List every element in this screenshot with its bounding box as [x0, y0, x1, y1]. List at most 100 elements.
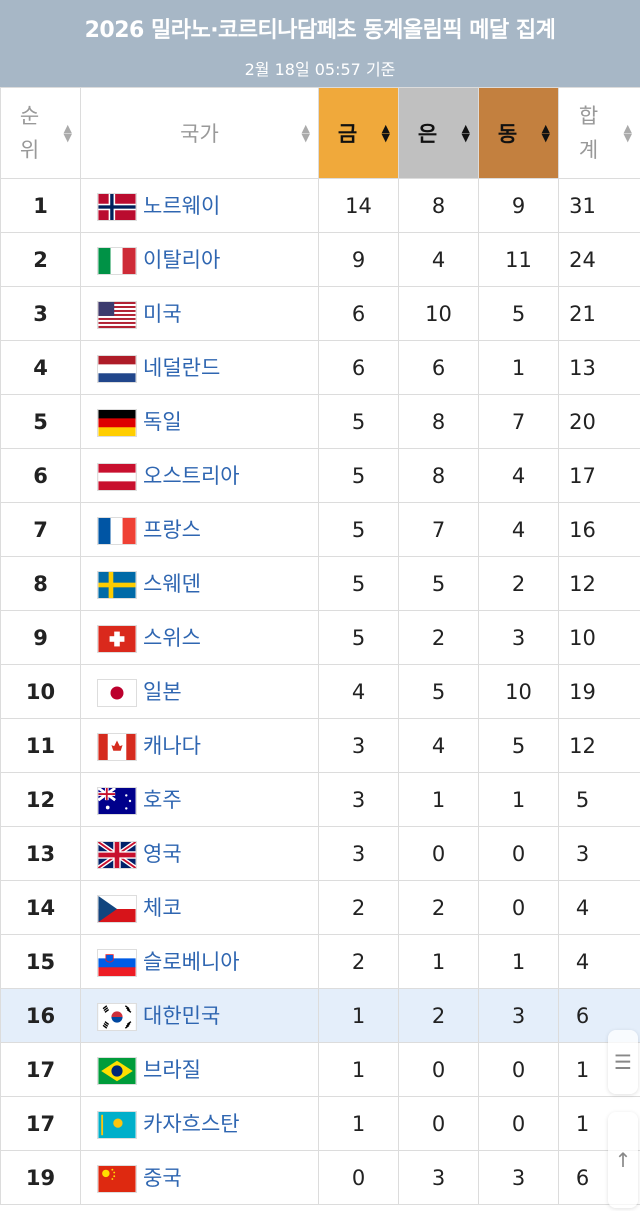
sort-bronze-header[interactable]: 동 ▲ ▼: [478, 87, 559, 179]
total-cell: 10: [558, 610, 640, 665]
china-flag-icon: [97, 1165, 137, 1193]
table-row: 8 스웨덴 5 5 2 12: [0, 556, 640, 611]
gold-cell: 2: [318, 880, 399, 935]
japan-flag-icon: [97, 679, 137, 707]
country-cell: 스위스: [80, 610, 319, 665]
country-link[interactable]: 이탈리아: [143, 248, 221, 272]
sort-silver-header[interactable]: 은 ▲ ▼: [398, 87, 479, 179]
rank-cell: 2: [0, 232, 81, 287]
country-link[interactable]: 독일: [143, 410, 182, 434]
bronze-cell: 5: [478, 718, 559, 773]
silver-cell: 5: [398, 556, 479, 611]
rank-cell: 10: [0, 664, 81, 719]
total-cell: 13: [558, 340, 640, 395]
scroll-top-button[interactable]: ↑: [608, 1112, 638, 1208]
rank-cell: 11: [0, 718, 81, 773]
country-link[interactable]: 슬로베니아: [143, 950, 240, 974]
switzerland-flag-icon: [97, 625, 137, 653]
gold-cell: 1: [318, 1096, 399, 1151]
country-link[interactable]: 캐나다: [143, 734, 201, 758]
silver-cell: 10: [398, 286, 479, 341]
gold-cell: 4: [318, 664, 399, 719]
bronze-cell: 0: [478, 826, 559, 881]
table-row: 6 오스트리아 5 8 4 17: [0, 448, 640, 503]
country-link[interactable]: 네덜란드: [143, 356, 221, 380]
gold-cell: 5: [318, 556, 399, 611]
country-link[interactable]: 브라질: [143, 1058, 201, 1082]
sort-country-header[interactable]: 국가 ▲ ▼: [80, 87, 319, 179]
country-link[interactable]: 스웨덴: [143, 572, 201, 596]
table-row: 16 대한민국 1 2 3 6: [0, 988, 640, 1043]
silver-cell: 1: [398, 934, 479, 989]
table-row: 9 스위스 5 2 3 10: [0, 610, 640, 665]
sort-gold-header[interactable]: 금 ▲ ▼: [318, 87, 399, 179]
silver-cell: 7: [398, 502, 479, 557]
country-link[interactable]: 카자흐스탄: [143, 1112, 240, 1136]
silver-cell: 4: [398, 232, 479, 287]
bronze-cell: 4: [478, 502, 559, 557]
country-cell: 슬로베니아: [80, 934, 319, 989]
country-header-label: 국가: [180, 122, 219, 146]
country-link[interactable]: 대한민국: [143, 1004, 221, 1028]
sort-rank-header[interactable]: 순 위 ▲ ▼: [0, 87, 81, 179]
country-link[interactable]: 미국: [143, 302, 182, 326]
country-cell: 중국: [80, 1150, 319, 1205]
gold-cell: 3: [318, 826, 399, 881]
sort-icon: ▲ ▼: [541, 122, 550, 144]
country-cell: 오스트리아: [80, 448, 319, 503]
total-cell: 3: [558, 826, 640, 881]
table-row: 10 일본 4 5 10 19: [0, 664, 640, 719]
country-link[interactable]: 중국: [143, 1166, 182, 1190]
silver-cell: 8: [398, 448, 479, 503]
silver-cell: 0: [398, 1042, 479, 1097]
total-cell: 24: [558, 232, 640, 287]
sweden-flag-icon: [97, 571, 137, 599]
page-title: 2026 밀라노·코르티나담페초 동계올림픽 메달 집계: [84, 18, 556, 43]
country-link[interactable]: 영국: [143, 842, 182, 866]
silver-cell: 1: [398, 772, 479, 827]
country-cell: 프랑스: [80, 502, 319, 557]
table-row: 4 네덜란드 6 6 1 13: [0, 340, 640, 395]
silver-cell: 0: [398, 1096, 479, 1151]
bronze-cell: 3: [478, 610, 559, 665]
country-cell: 호주: [80, 772, 319, 827]
sort-total-header[interactable]: 합 계 ▲ ▼: [558, 87, 640, 179]
arrow-up-icon: ↑: [614, 1148, 632, 1172]
bronze-cell: 7: [478, 394, 559, 449]
bronze-cell: 2: [478, 556, 559, 611]
country-link[interactable]: 스위스: [143, 626, 201, 650]
sort-icon: ▲ ▼: [381, 122, 390, 144]
bronze-cell: 1: [478, 934, 559, 989]
total-header-label: 합 계: [578, 104, 599, 162]
country-link[interactable]: 호주: [143, 788, 182, 812]
silver-cell: 2: [398, 880, 479, 935]
country-link[interactable]: 일본: [143, 680, 182, 704]
total-cell: 5: [558, 772, 640, 827]
total-cell: 20: [558, 394, 640, 449]
country-link[interactable]: 노르웨이: [143, 194, 221, 218]
country-cell: 미국: [80, 286, 319, 341]
country-link[interactable]: 오스트리아: [143, 464, 240, 488]
total-cell: 12: [558, 718, 640, 773]
total-cell: 4: [558, 934, 640, 989]
gold-cell: 6: [318, 286, 399, 341]
table-of-contents-button[interactable]: ☰: [608, 1030, 638, 1094]
gold-cell: 0: [318, 1150, 399, 1205]
list-icon: ☰: [614, 1050, 632, 1074]
rank-cell: 9: [0, 610, 81, 665]
gold-cell: 5: [318, 502, 399, 557]
bronze-cell: 1: [478, 772, 559, 827]
country-link[interactable]: 체코: [143, 896, 182, 920]
table-row: 14 체코 2 2 0 4: [0, 880, 640, 935]
country-cell: 일본: [80, 664, 319, 719]
gold-header-label: 금: [337, 122, 358, 146]
country-link[interactable]: 프랑스: [143, 518, 201, 542]
austria-flag-icon: [97, 463, 137, 491]
table-row: 5 독일 5 8 7 20: [0, 394, 640, 449]
bronze-cell: 4: [478, 448, 559, 503]
bronze-cell: 3: [478, 1150, 559, 1205]
table-row: 17 브라질 1 0 0 1: [0, 1042, 640, 1097]
country-cell: 대한민국: [80, 988, 319, 1043]
sort-icon: ▲ ▼: [461, 122, 470, 144]
country-cell: 체코: [80, 880, 319, 935]
